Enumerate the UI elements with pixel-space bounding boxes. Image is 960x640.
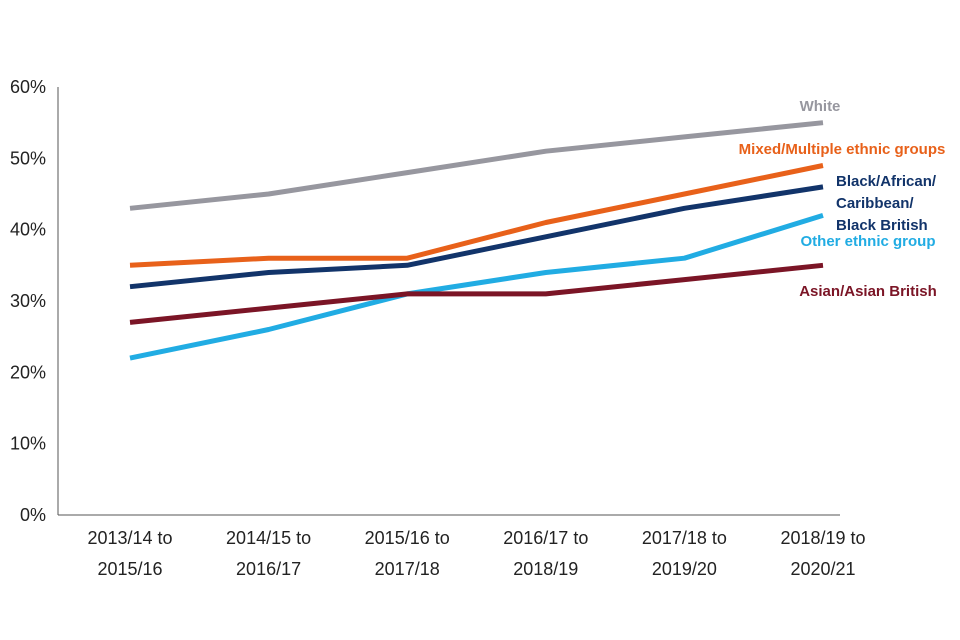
x-tick-label: 2017/18 to 2019/20 xyxy=(642,528,727,579)
series-label-black: Black/African/Caribbean/Black British xyxy=(836,173,937,234)
series-line-mixed xyxy=(129,163,824,268)
y-tick-label: 20% xyxy=(10,362,46,382)
y-tick-label: 40% xyxy=(10,220,46,240)
series-label-white: White xyxy=(800,98,841,115)
x-tick-label: 2015/16 to 2017/18 xyxy=(365,528,450,579)
series-line-other xyxy=(129,213,824,361)
series-line-black xyxy=(129,184,824,290)
y-tick-label: 0% xyxy=(20,505,46,525)
x-tick-label: 2013/14 to 2015/16 xyxy=(87,528,172,579)
chart-axes xyxy=(57,87,840,516)
series-label-mixed: Mixed/Multiple ethnic groups xyxy=(739,141,946,158)
series-lines xyxy=(129,120,824,361)
x-axis-ticks: 2013/14 to 2015/16 2014/15 to 2016/17 2015/1… xyxy=(87,528,865,579)
series-labels: White Mixed/Multiple ethnic groups Black/A… xyxy=(739,98,946,300)
y-tick-label: 10% xyxy=(10,434,46,454)
y-tick-label: 50% xyxy=(10,148,46,168)
series-line-white xyxy=(129,120,824,211)
series-label-asian: Asian/Asian British xyxy=(799,283,937,300)
x-tick-label: 2018/19 to 2020/21 xyxy=(780,528,865,579)
y-tick-label: 30% xyxy=(10,291,46,311)
x-tick-label: 2016/17 to 2018/19 xyxy=(503,528,588,579)
y-axis-ticks: 0% 10% 20% 30% 40% 50% 60% xyxy=(10,77,46,525)
x-tick-label: 2014/15 to 2016/17 xyxy=(226,528,311,579)
y-tick-label: 60% xyxy=(10,77,46,97)
series-label-other: Other ethnic group xyxy=(801,233,936,250)
series-line-asian xyxy=(129,262,824,325)
